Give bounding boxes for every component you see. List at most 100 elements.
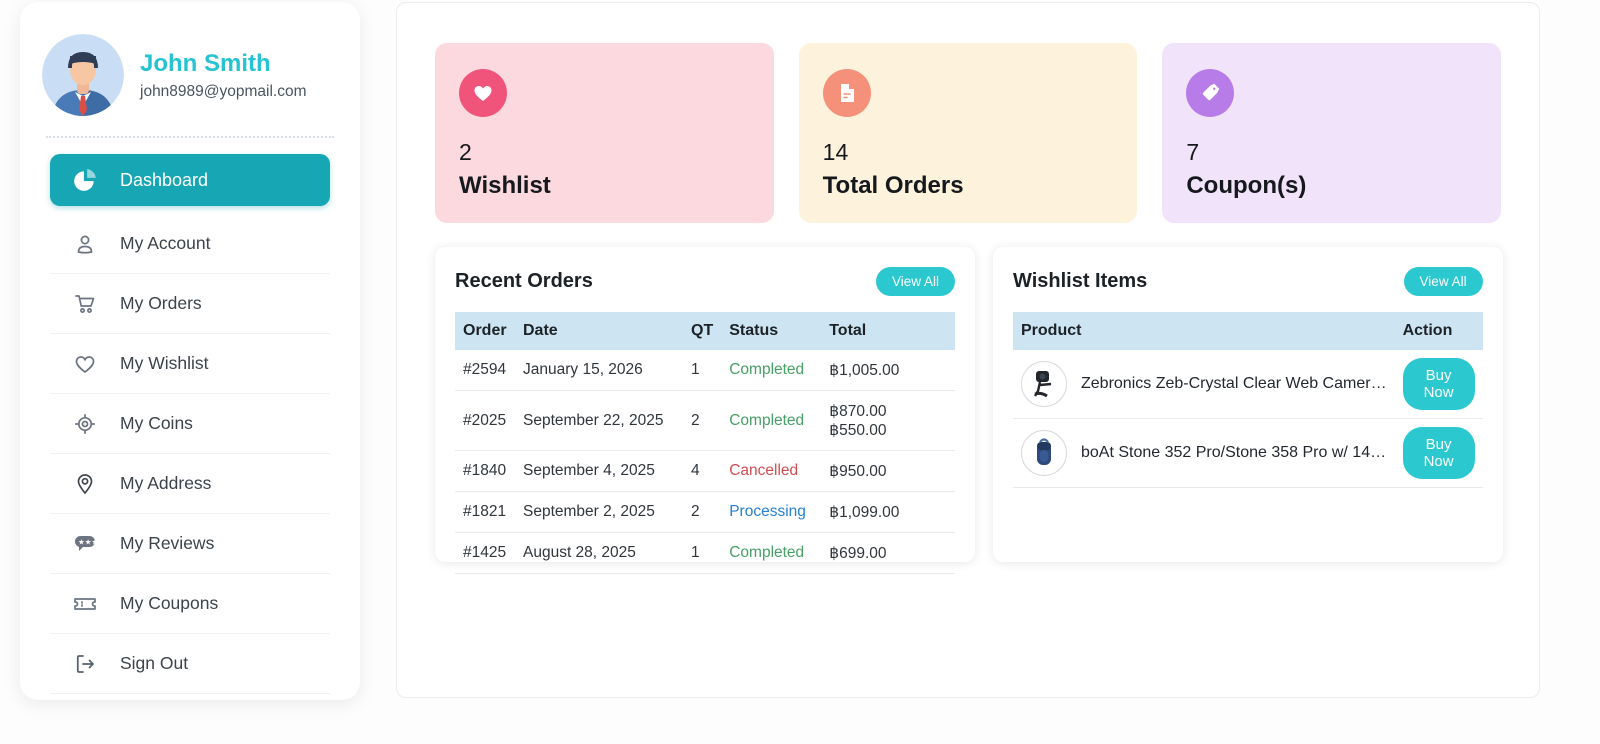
table-header-row: Product Action	[1013, 312, 1483, 350]
order-date: September 22, 2025	[515, 390, 683, 451]
profile-name: John Smith	[140, 50, 271, 77]
heart-icon	[459, 69, 507, 117]
sidebar-item-my-orders[interactable]: My Orders	[50, 274, 330, 334]
total-orders-count: 14	[822, 139, 849, 165]
sidebar-item-label: My Account	[120, 233, 211, 253]
sidebar-item-label: Dashboard	[120, 169, 209, 190]
sign-out-icon	[72, 651, 98, 677]
coupons-label: Coupon(s)	[1186, 172, 1307, 199]
sidebar-item-dashboard[interactable]: Dashboard	[50, 154, 330, 206]
wishlist-label: Wishlist	[459, 172, 551, 199]
buy-now-button[interactable]: Buy Now	[1402, 427, 1475, 479]
sidebar-item-label: Sign Out	[120, 653, 189, 673]
product-cell: boAt Stone 352 Pro/Stone 358 Pro w/ 14…	[1021, 430, 1387, 476]
product-name: Zebronics Zeb-Crystal Clear Web Camer…	[1081, 375, 1387, 392]
heart-icon	[72, 351, 98, 377]
order-id: #1840	[455, 450, 515, 492]
location-pin-icon	[72, 471, 98, 497]
order-qt: 4	[683, 450, 722, 492]
sidebar-item-label: My Reviews	[120, 533, 215, 553]
speaker-product-image	[1021, 430, 1067, 476]
order-row: #2025 September 22, 2025 2 Completed ฿87…	[455, 390, 955, 451]
product-cell: Zebronics Zeb-Crystal Clear Web Camer…	[1021, 361, 1387, 407]
sidebar-item-label: My Wishlist	[120, 353, 209, 373]
order-id: #1425	[455, 532, 515, 574]
wishlist-items-panel: Wishlist Items View All Product Action	[993, 247, 1503, 562]
wishlist-items-header: Wishlist Items View All	[1013, 267, 1483, 296]
wishlist-row: boAt Stone 352 Pro/Stone 358 Pro w/ 14… …	[1013, 418, 1483, 488]
order-date: January 15, 2026	[515, 350, 683, 391]
wishlist-items-title: Wishlist Items	[1013, 270, 1148, 292]
table-header-row: Order Date QT Status Total	[455, 312, 955, 350]
order-status: Processing	[721, 491, 822, 533]
column-header-order: Order	[455, 312, 515, 350]
user-icon	[72, 231, 98, 257]
column-header-total: Total	[821, 312, 955, 350]
coupons-stat-card: 7 Coupon(s)	[1162, 43, 1502, 223]
sidebar-item-sign-out[interactable]: Sign Out	[50, 634, 330, 694]
total-orders-stat-card: 14 Total Orders	[798, 43, 1138, 223]
pie-chart-icon	[72, 167, 98, 193]
order-total: ฿699.00	[821, 532, 955, 574]
sidebar-menu: Dashboard My Account My Orders	[20, 154, 360, 694]
sidebar-item-my-account[interactable]: My Account	[50, 214, 330, 274]
order-qt: 2	[683, 390, 722, 451]
recent-orders-panel: Recent Orders View All Order Date QT Sta…	[435, 247, 975, 574]
sidebar-item-label: My Orders	[120, 293, 202, 313]
order-total: ฿870.00 ฿550.00	[821, 390, 955, 451]
profile-section: John Smith john8989@yopmail.com	[20, 32, 360, 136]
orders-view-all-button[interactable]: View All	[875, 267, 955, 296]
column-header-date: Date	[515, 312, 683, 350]
order-status: Completed	[721, 350, 822, 391]
order-qt: 2	[683, 491, 722, 533]
sidebar-item-my-coupons[interactable]: My Coupons	[50, 574, 330, 634]
profile-divider	[46, 136, 334, 138]
buy-now-button[interactable]: Buy Now	[1402, 358, 1475, 410]
order-total: ฿950.00	[821, 450, 955, 492]
order-id: #2594	[455, 350, 515, 391]
recent-orders-table: Order Date QT Status Total #2594 January…	[455, 312, 955, 574]
order-row: #1425 August 28, 2025 1 Completed ฿699.0…	[455, 532, 955, 574]
stats-row: 2 Wishlist 14 Total Orders	[435, 43, 1502, 223]
tag-icon	[1186, 69, 1235, 117]
sidebar-item-label: My Coins	[120, 413, 193, 433]
sidebar-item-label: My Address	[120, 473, 212, 493]
order-qt: 1	[683, 350, 722, 391]
coupon-icon	[72, 591, 98, 617]
sidebar-item-label: My Coupons	[120, 593, 219, 613]
wishlist-row: Zebronics Zeb-Crystal Clear Web Camer… B…	[1013, 350, 1483, 419]
product-name: boAt Stone 352 Pro/Stone 358 Pro w/ 14…	[1081, 444, 1387, 461]
order-date: September 4, 2025	[515, 450, 683, 492]
profile-text: John Smith john8989@yopmail.com	[140, 49, 307, 101]
reviews-icon: ★★★	[72, 531, 98, 557]
total-orders-label: Total Orders	[822, 172, 964, 199]
order-date: September 2, 2025	[515, 491, 683, 533]
order-status: Completed	[721, 532, 822, 574]
order-total: ฿1,005.00	[821, 350, 955, 391]
wishlist-view-all-button[interactable]: View All	[1403, 267, 1483, 296]
account-sidebar: John Smith john8989@yopmail.com Dashboar…	[20, 2, 360, 700]
svg-text:★★★: ★★★	[78, 537, 98, 546]
sidebar-item-my-coins[interactable]: My Coins	[50, 394, 330, 454]
avatar	[42, 34, 124, 116]
recent-orders-title: Recent Orders	[455, 270, 593, 292]
recent-orders-header: Recent Orders View All	[455, 267, 955, 296]
wishlist-count: 2	[459, 139, 472, 165]
order-date: August 28, 2025	[515, 532, 683, 574]
sidebar-item-my-address[interactable]: My Address	[50, 454, 330, 514]
coin-target-icon	[72, 411, 98, 437]
column-header-product: Product	[1013, 312, 1395, 350]
sidebar-item-my-reviews[interactable]: ★★★ My Reviews	[50, 514, 330, 574]
webcam-product-image	[1021, 361, 1067, 407]
wishlist-items-table: Product Action	[1013, 312, 1483, 488]
order-row: #2594 January 15, 2026 1 Completed ฿1,00…	[455, 350, 955, 391]
profile-email: john8989@yopmail.com	[140, 83, 307, 100]
column-header-status: Status	[721, 312, 822, 350]
panels-row: Recent Orders View All Order Date QT Sta…	[435, 247, 1503, 574]
sidebar-item-my-wishlist[interactable]: My Wishlist	[50, 334, 330, 394]
cart-icon	[72, 291, 98, 317]
dashboard-main-panel: 2 Wishlist 14 Total Orders	[396, 2, 1540, 698]
order-row: #1840 September 4, 2025 4 Cancelled ฿950…	[455, 450, 955, 492]
document-icon	[822, 69, 871, 117]
order-qt: 1	[683, 532, 722, 574]
